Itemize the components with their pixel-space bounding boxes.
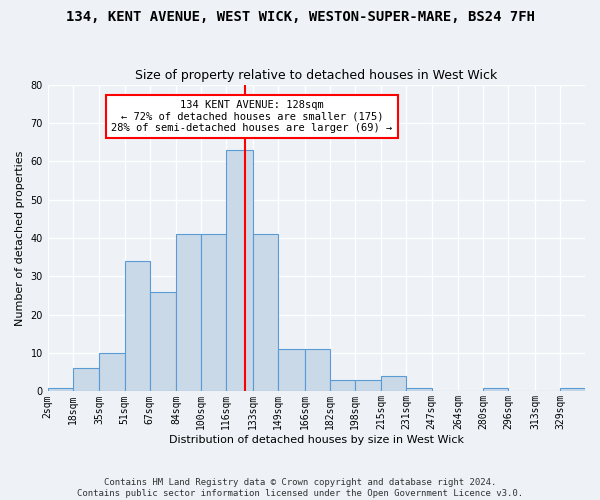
Bar: [560, 388, 585, 392]
Bar: [382, 376, 406, 392]
Bar: [355, 380, 382, 392]
Bar: [226, 150, 253, 392]
Bar: [253, 234, 278, 392]
Y-axis label: Number of detached properties: Number of detached properties: [15, 150, 25, 326]
Text: 134, KENT AVENUE, WEST WICK, WESTON-SUPER-MARE, BS24 7FH: 134, KENT AVENUE, WEST WICK, WESTON-SUPE…: [65, 10, 535, 24]
Bar: [483, 388, 508, 392]
Bar: [73, 368, 100, 392]
Text: 134 KENT AVENUE: 128sqm
← 72% of detached houses are smaller (175)
28% of semi-d: 134 KENT AVENUE: 128sqm ← 72% of detache…: [112, 100, 392, 133]
Bar: [48, 388, 73, 392]
Text: Contains HM Land Registry data © Crown copyright and database right 2024.
Contai: Contains HM Land Registry data © Crown c…: [77, 478, 523, 498]
Bar: [125, 261, 149, 392]
Bar: [176, 234, 201, 392]
Bar: [100, 353, 125, 392]
Bar: [149, 292, 176, 392]
Bar: [201, 234, 226, 392]
Bar: [406, 388, 431, 392]
Bar: [278, 349, 305, 392]
X-axis label: Distribution of detached houses by size in West Wick: Distribution of detached houses by size …: [169, 435, 464, 445]
Bar: [330, 380, 355, 392]
Bar: [305, 349, 330, 392]
Title: Size of property relative to detached houses in West Wick: Size of property relative to detached ho…: [135, 69, 497, 82]
